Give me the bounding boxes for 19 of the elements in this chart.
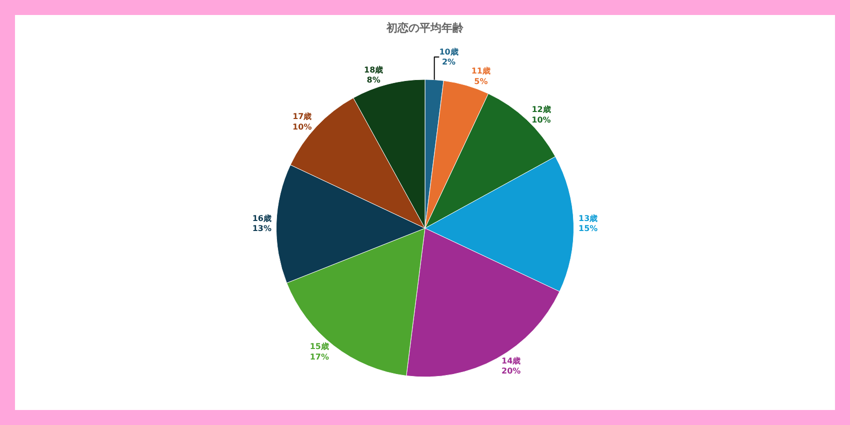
chart-title: 初恋の平均年齢 bbox=[386, 21, 464, 34]
data-label: 2% bbox=[442, 58, 456, 67]
data-label: 10% bbox=[292, 122, 312, 132]
slice-label: 16歳 bbox=[252, 214, 272, 223]
slice-label: 12歳 bbox=[532, 104, 551, 114]
slice-label: 13歳 bbox=[578, 214, 598, 223]
slice-label: 18歳 bbox=[364, 65, 384, 74]
data-label: 8% bbox=[366, 76, 380, 85]
data-label: 17% bbox=[310, 352, 329, 362]
data-label: 20% bbox=[502, 366, 521, 376]
slice-label: 15歳 bbox=[310, 342, 329, 352]
data-label: 10% bbox=[532, 115, 551, 124]
slice-label: 14歳 bbox=[502, 356, 521, 366]
data-label: 13% bbox=[252, 224, 272, 234]
slice-label: 10歳 bbox=[439, 47, 458, 56]
data-label: 15% bbox=[578, 224, 598, 234]
data-label: 5% bbox=[474, 77, 488, 86]
slice-label: 17歳 bbox=[292, 112, 312, 122]
slice-label: 11歳 bbox=[471, 66, 490, 76]
